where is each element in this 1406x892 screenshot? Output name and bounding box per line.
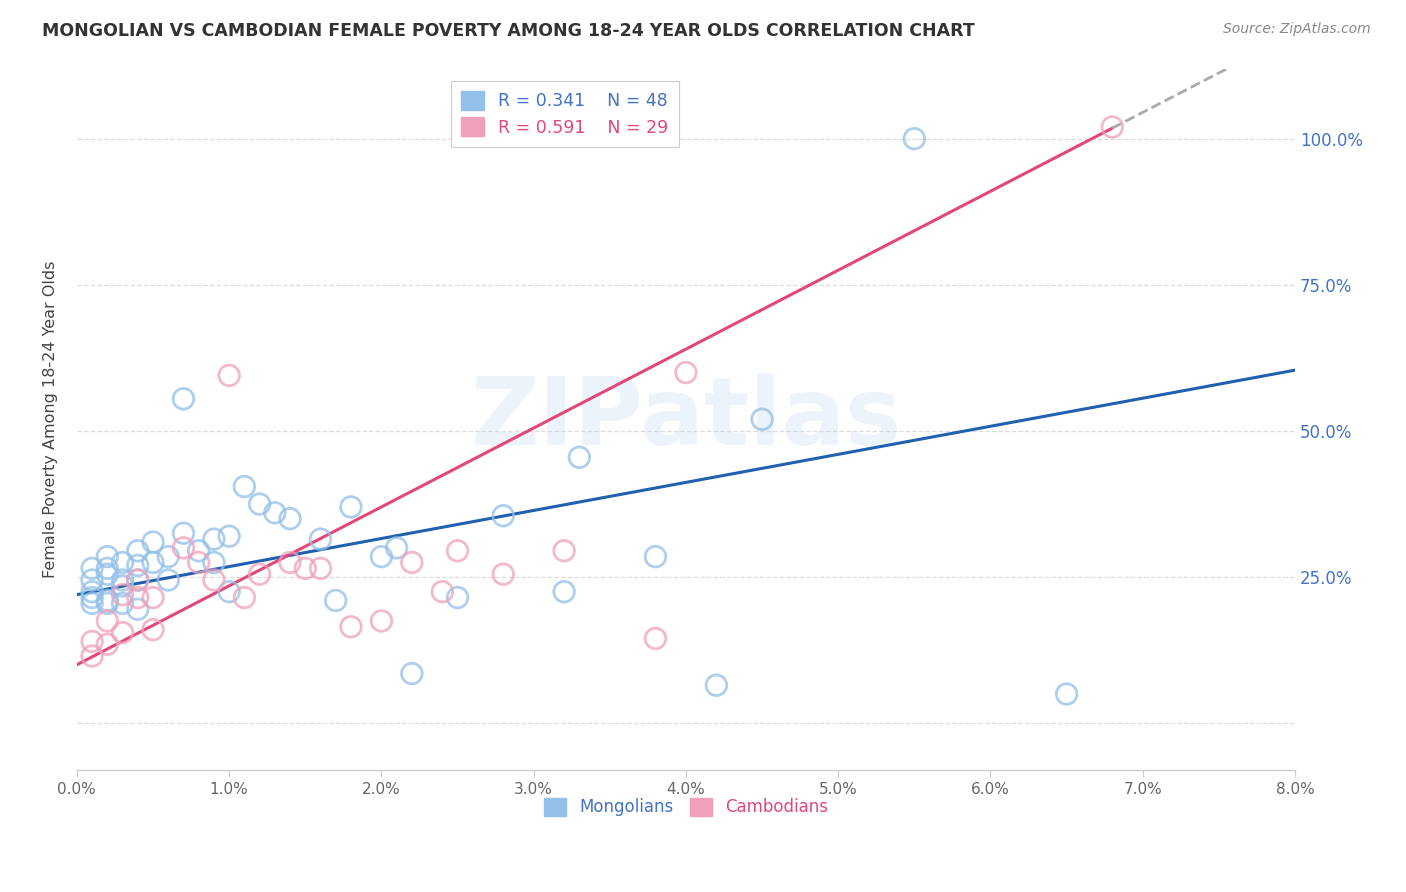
Point <box>157 549 180 564</box>
Point <box>370 549 392 564</box>
Point <box>1101 120 1123 134</box>
Point <box>172 541 194 555</box>
Point <box>111 556 134 570</box>
Point <box>218 584 240 599</box>
Point <box>82 591 104 605</box>
Point <box>432 584 454 599</box>
Point <box>172 526 194 541</box>
Point <box>202 556 225 570</box>
Point <box>127 602 149 616</box>
Point <box>706 678 728 692</box>
Point <box>127 543 149 558</box>
Point <box>96 596 118 610</box>
Point <box>111 596 134 610</box>
Point <box>278 511 301 525</box>
Point <box>233 479 256 493</box>
Point <box>187 543 209 558</box>
Point <box>127 573 149 587</box>
Legend: Mongolians, Cambodians: Mongolians, Cambodians <box>536 789 837 825</box>
Point <box>233 591 256 605</box>
Point <box>751 412 773 426</box>
Point <box>278 556 301 570</box>
Point <box>142 623 165 637</box>
Point <box>82 634 104 648</box>
Point <box>309 532 332 546</box>
Point <box>340 500 363 514</box>
Point <box>111 588 134 602</box>
Point <box>111 625 134 640</box>
Point <box>142 556 165 570</box>
Point <box>568 450 591 465</box>
Point <box>127 573 149 587</box>
Point <box>553 543 575 558</box>
Point <box>263 506 285 520</box>
Point <box>340 620 363 634</box>
Point <box>446 591 468 605</box>
Point <box>325 593 347 607</box>
Point <box>96 567 118 582</box>
Point <box>142 591 165 605</box>
Point <box>1056 687 1078 701</box>
Point <box>446 543 468 558</box>
Point <box>172 392 194 406</box>
Point <box>309 561 332 575</box>
Point <box>202 532 225 546</box>
Point <box>157 573 180 587</box>
Point <box>127 558 149 573</box>
Point <box>385 541 408 555</box>
Point <box>249 497 271 511</box>
Point <box>82 573 104 587</box>
Point <box>218 368 240 383</box>
Point <box>96 593 118 607</box>
Point <box>294 561 316 575</box>
Point <box>202 573 225 587</box>
Point <box>553 584 575 599</box>
Point <box>111 579 134 593</box>
Text: Source: ZipAtlas.com: Source: ZipAtlas.com <box>1223 22 1371 37</box>
Point <box>82 584 104 599</box>
Point <box>111 573 134 587</box>
Y-axis label: Female Poverty Among 18-24 Year Olds: Female Poverty Among 18-24 Year Olds <box>44 260 58 578</box>
Point <box>96 637 118 651</box>
Point <box>96 561 118 575</box>
Point <box>675 366 697 380</box>
Point <box>644 549 666 564</box>
Point <box>142 535 165 549</box>
Point <box>82 561 104 575</box>
Point <box>249 567 271 582</box>
Text: ZIPatlas: ZIPatlas <box>470 373 901 466</box>
Point <box>401 556 423 570</box>
Point <box>82 596 104 610</box>
Point <box>96 549 118 564</box>
Point <box>127 591 149 605</box>
Point <box>644 632 666 646</box>
Text: MONGOLIAN VS CAMBODIAN FEMALE POVERTY AMONG 18-24 YEAR OLDS CORRELATION CHART: MONGOLIAN VS CAMBODIAN FEMALE POVERTY AM… <box>42 22 974 40</box>
Point <box>903 131 925 145</box>
Point <box>492 567 515 582</box>
Point <box>82 648 104 663</box>
Point <box>492 508 515 523</box>
Point <box>218 529 240 543</box>
Point <box>96 614 118 628</box>
Point <box>187 556 209 570</box>
Point <box>370 614 392 628</box>
Point <box>401 666 423 681</box>
